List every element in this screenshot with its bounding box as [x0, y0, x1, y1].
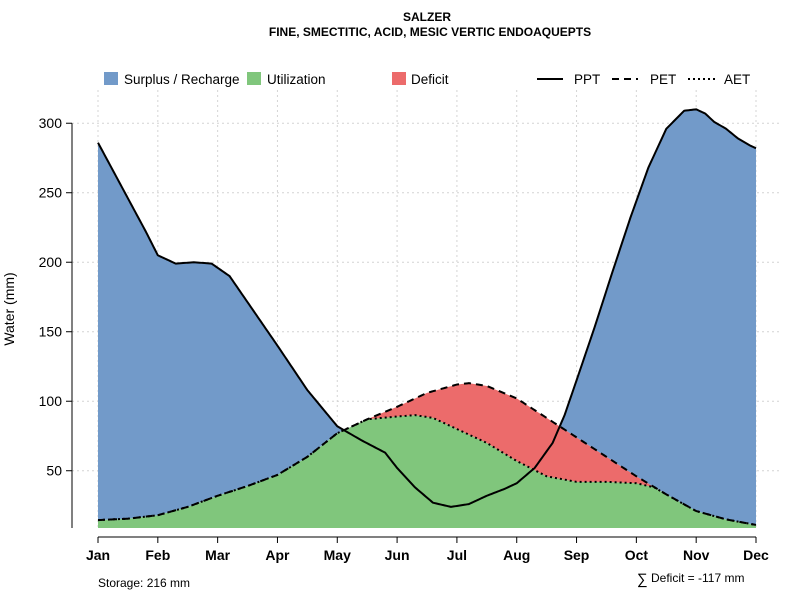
x-tick-label-aug: Aug — [503, 547, 530, 563]
x-tick-label-nov: Nov — [683, 547, 710, 563]
series-line-ppt — [97, 108, 757, 508]
deficit-note: Deficit = -117 mm — [651, 571, 744, 585]
x-tick-label-mar: Mar — [205, 547, 230, 563]
surplus-recharge-area — [98, 109, 756, 525]
y-tick-label-100: 100 — [39, 393, 63, 409]
x-tick-label-may: May — [324, 547, 351, 563]
utilization-area — [98, 415, 756, 528]
chart-subtitle: FINE, SMECTITIC, ACID, MESIC VERTIC ENDO… — [269, 25, 591, 39]
y-tick-label-250: 250 — [39, 185, 63, 201]
y-tick-label-300: 300 — [39, 115, 63, 131]
series-line-pet — [97, 382, 757, 526]
legend-label-deficit: Deficit — [411, 72, 449, 87]
x-tick-label-dec: Dec — [743, 547, 769, 563]
x-tick-label-sep: Sep — [564, 547, 590, 563]
legend-label-utilization: Utilization — [267, 72, 326, 87]
y-tick-label-200: 200 — [39, 254, 63, 270]
legend-label-surplus: Surplus / Recharge — [124, 72, 240, 87]
y-tick-label-50: 50 — [46, 463, 62, 479]
legend-label-ppt: PPT — [574, 72, 600, 87]
series-lines — [97, 108, 757, 526]
legend-label-pet: PET — [650, 72, 676, 87]
x-tick-label-feb: Feb — [145, 547, 170, 563]
legend-swatch-surplus — [104, 72, 118, 85]
legend-swatch-deficit — [392, 72, 406, 85]
axes: 50 100 150 200 250 300 Jan Feb Mar Apr May Jun Jul Au… — [39, 115, 769, 563]
x-tick-label-jan: Jan — [86, 547, 110, 563]
legend-swatch-utilization — [247, 72, 261, 85]
legend: Surplus / Recharge Utilization Deficit P… — [104, 72, 750, 87]
y-tick-label-150: 150 — [39, 324, 63, 340]
x-tick-label-oct: Oct — [625, 547, 649, 563]
area-layer — [98, 109, 756, 528]
sum-symbol: ∑ — [637, 571, 648, 588]
x-tick-label-jun: Jun — [385, 547, 410, 563]
deficit-area — [98, 383, 756, 525]
x-tick-label-jul: Jul — [447, 547, 467, 563]
y-axis-label: Water (mm) — [1, 272, 17, 345]
chart-title: SALZER — [403, 10, 451, 24]
x-tick-label-apr: Apr — [265, 547, 290, 563]
legend-label-aet: AET — [724, 72, 750, 87]
storage-note: Storage: 216 mm — [98, 576, 190, 590]
